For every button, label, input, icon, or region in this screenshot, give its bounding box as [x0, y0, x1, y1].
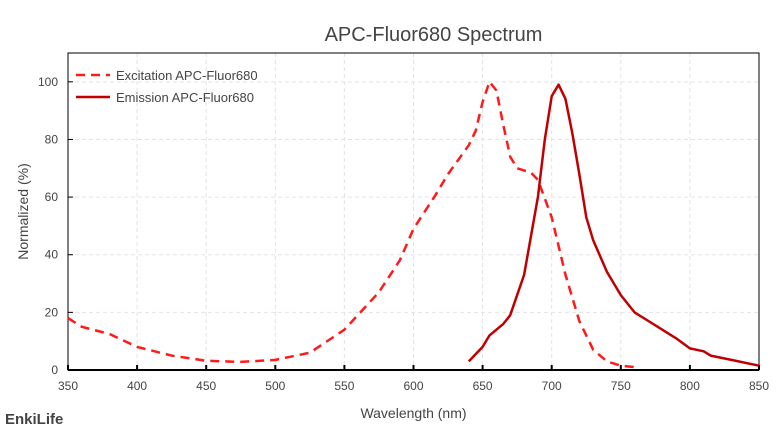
x-tick-label: 700: [542, 379, 562, 393]
x-tick-label: 800: [680, 379, 700, 393]
y-tick-label: 80: [45, 132, 59, 146]
x-tick-label: 650: [473, 379, 493, 393]
x-tick-label: 450: [196, 379, 216, 393]
x-tick-label: 750: [611, 379, 631, 393]
x-tick-label: 550: [334, 379, 354, 393]
legend-label: Excitation APC-Fluor680: [116, 68, 258, 83]
y-tick-label: 0: [51, 363, 58, 377]
y-tick-label: 40: [45, 248, 59, 262]
y-tick-label: 100: [38, 75, 58, 89]
series-line-excitation: [67, 80, 635, 369]
x-axis-label: Wavelength (nm): [360, 405, 466, 421]
x-tick-label: 500: [265, 379, 285, 393]
x-tick-label: 400: [127, 379, 147, 393]
chart-title: APC-Fluor680 Spectrum: [325, 24, 543, 46]
y-tick-label: 60: [45, 190, 59, 204]
y-tick-label: 20: [45, 305, 59, 319]
x-tick-label: 600: [403, 379, 423, 393]
y-axis-label: Normalized (%): [15, 163, 31, 259]
legend-label: Emission APC-Fluor680: [116, 90, 254, 105]
x-tick-label: 350: [58, 379, 78, 393]
watermark: EnkiLife: [5, 411, 63, 428]
x-tick-label: 850: [749, 379, 769, 393]
series-line-emission: [467, 83, 760, 367]
